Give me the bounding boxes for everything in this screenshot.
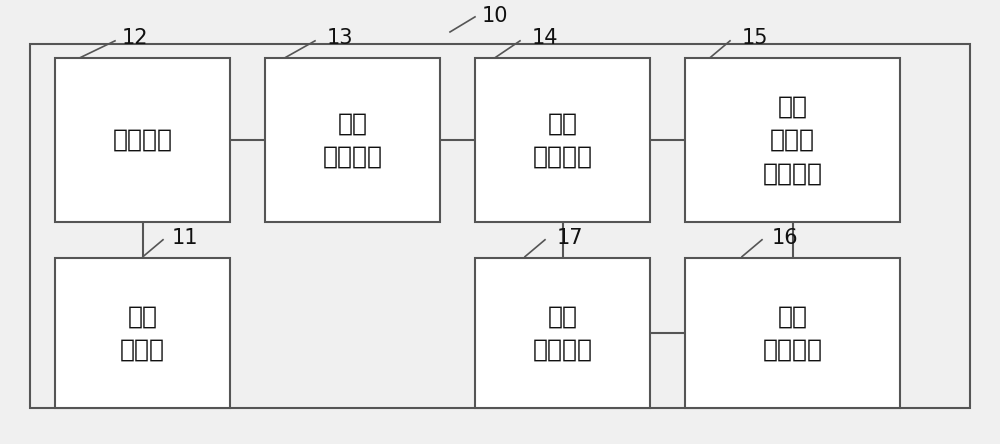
Bar [685, 258, 900, 408]
Text: 输出
滤波电路: 输出 滤波电路 [532, 304, 592, 362]
Text: 16: 16 [772, 227, 798, 248]
Text: 14: 14 [532, 28, 558, 48]
Bar [55, 258, 230, 408]
Bar [265, 58, 440, 222]
Bar [55, 58, 230, 222]
Text: 保护电路: 保护电路 [112, 128, 173, 152]
Text: 输出
储能电路: 输出 储能电路 [763, 304, 823, 362]
Text: 12: 12 [122, 28, 148, 48]
Text: 直流
变换器
阵列电路: 直流 变换器 阵列电路 [763, 95, 823, 185]
Bar [475, 258, 650, 408]
Text: 输入
储能电路: 输入 储能电路 [532, 111, 592, 169]
Text: 15: 15 [742, 28, 768, 48]
Text: 输入
连接器: 输入 连接器 [120, 304, 165, 362]
Text: 13: 13 [327, 28, 353, 48]
Text: 17: 17 [557, 227, 583, 248]
Text: 11: 11 [172, 227, 198, 248]
Text: 10: 10 [482, 5, 508, 26]
Bar [475, 58, 650, 222]
Bar [685, 58, 900, 222]
Bar [30, 44, 970, 408]
Text: 输入
滤波电路: 输入 滤波电路 [323, 111, 383, 169]
